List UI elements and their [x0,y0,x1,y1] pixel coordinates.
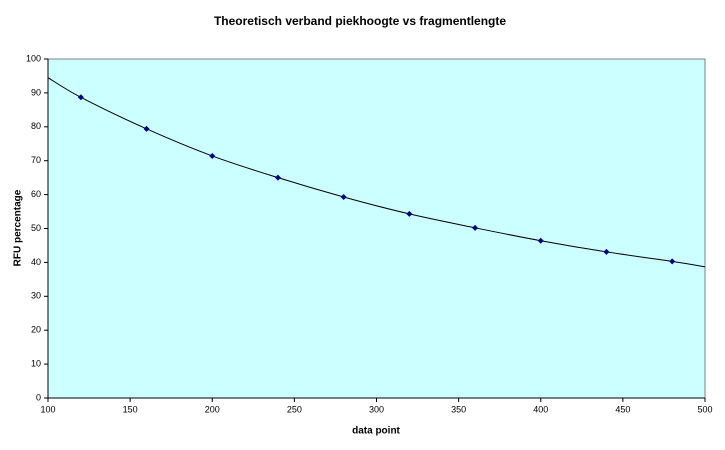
chart-title: Theoretisch verband piekhoogte vs fragme… [214,14,506,28]
y-tick-label: 0 [36,392,41,402]
point [274,174,281,181]
y-tick-label: 20 [31,325,41,335]
y-tick-label: 80 [31,121,41,131]
x-tick-label: 400 [533,404,548,414]
point [77,94,84,101]
y-tick-label: 70 [31,155,41,165]
x-tick-label: 450 [615,404,630,414]
point [143,125,150,132]
x-tick-label: 500 [697,404,712,414]
y-tick-label: 50 [31,223,41,233]
plot-area [47,58,706,399]
point [209,152,216,159]
y-tick-label: 100 [26,53,41,63]
point [537,237,544,244]
y-tick-label: 40 [31,257,41,267]
x-tick-label: 200 [205,404,220,414]
point [669,258,676,265]
point [603,248,610,255]
y-tick-label: 90 [31,87,41,97]
x-tick-label: 300 [369,404,384,414]
x-axis-title: data point [352,426,400,437]
x-tick-label: 250 [287,404,302,414]
point [472,224,479,231]
x-tick-label: 150 [123,404,138,414]
y-axis-title: RFU percentage [13,189,24,266]
point [340,193,347,200]
x-tick-label: 350 [451,404,466,414]
point [406,210,413,217]
x-tick-label: 100 [40,404,55,414]
y-tick-label: 10 [31,358,41,368]
y-tick-label: 30 [31,291,41,301]
y-tick-label: 60 [31,189,41,199]
